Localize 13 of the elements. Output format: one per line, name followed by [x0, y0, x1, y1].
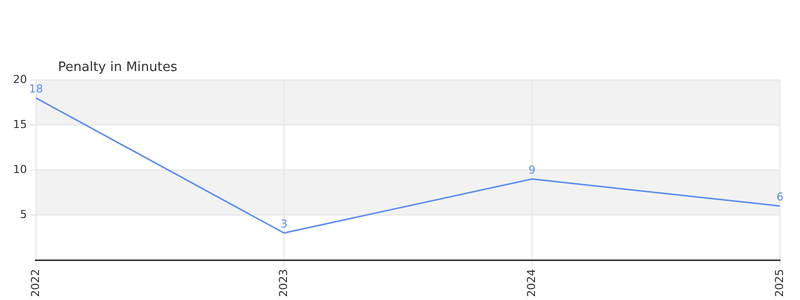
x-tick-label: 2025 [772, 269, 786, 298]
y-tick-label: 10 [12, 162, 27, 176]
data-label: 6 [776, 190, 784, 204]
data-label: 9 [528, 163, 536, 176]
x-tick-label: 2023 [276, 269, 290, 298]
y-tick-label: 20 [12, 72, 27, 86]
data-label: 3 [280, 217, 288, 230]
y-tick-label: 5 [20, 208, 27, 221]
y-tick-label: 15 [12, 118, 27, 131]
x-tick-label: 2022 [28, 269, 42, 298]
x-tick-label: 2024 [524, 269, 538, 298]
y-axis-title: Penalty in Minutes [58, 60, 178, 75]
data-label: 18 [28, 82, 43, 96]
